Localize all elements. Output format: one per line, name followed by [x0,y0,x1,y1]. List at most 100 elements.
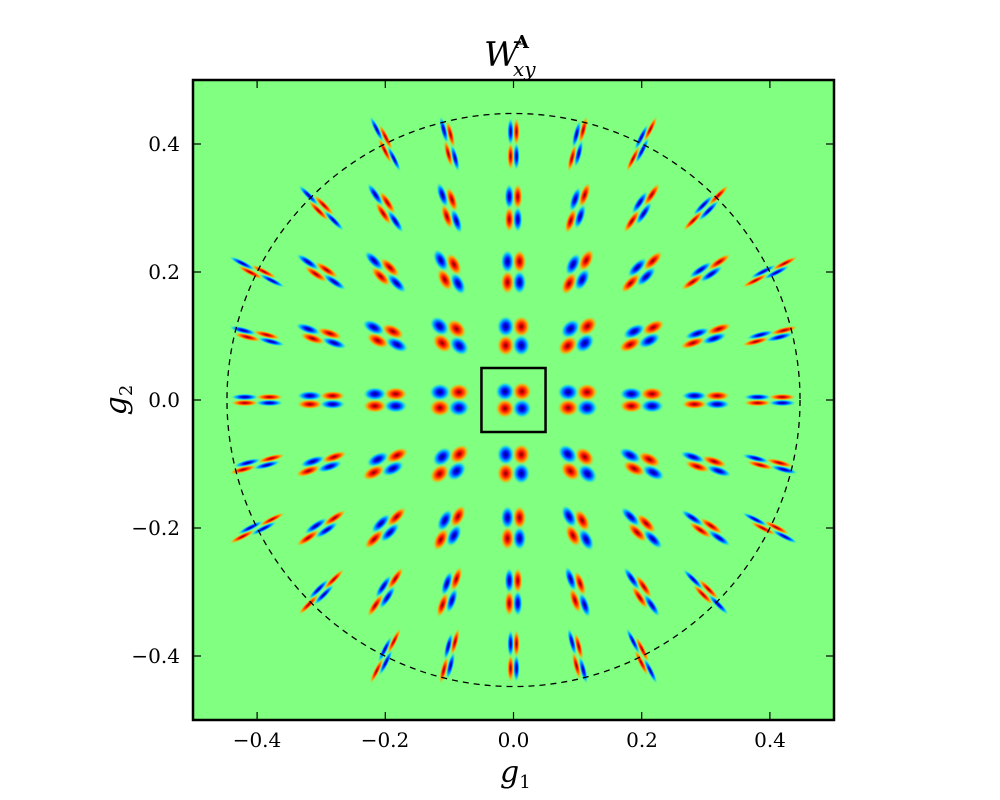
positive-lobe [769,325,799,336]
negative-lobe [449,335,470,356]
positive-lobe [258,512,286,527]
positive-lobe [440,203,454,230]
negative-lobe [622,323,646,340]
lobe-pattern [625,115,658,173]
positive-lobe [512,249,527,274]
negative-lobe [512,590,523,617]
positive-lobe [436,592,449,618]
lobe-pattern [369,627,402,685]
negative-lobe [257,336,286,347]
positive-lobe [252,330,281,340]
lobe-pattern [495,381,532,419]
negative-lobe [573,139,584,168]
lobe-pattern [625,627,658,685]
lobe-pattern [366,182,404,234]
positive-lobe [230,399,260,407]
lobe-pattern [557,383,599,417]
chart-title-subscript: xy [513,57,536,81]
lobe-pattern [428,383,470,417]
center-highlight-box [480,366,547,434]
negative-lobe [321,336,348,350]
positive-lobe [449,444,470,465]
negative-lobe [512,398,532,419]
negative-lobe [323,209,345,232]
chart-title-superscript: A [514,32,530,53]
negative-lobe [512,462,531,485]
negative-lobe [749,264,777,279]
negative-lobe [445,524,463,548]
negative-lobe [741,453,770,464]
negative-lobe [642,529,663,550]
negative-lobe [636,266,657,287]
negative-lobe [237,520,264,535]
positive-lobe [513,629,520,659]
negative-lobe [557,444,578,465]
negative-lobe [299,455,326,468]
positive-lobe [429,463,450,484]
negative-lobe [258,273,286,288]
negative-lobe [684,327,711,340]
lobe-pattern [619,386,665,414]
lobe-pattern [623,182,661,234]
positive-lobe [383,386,408,402]
negative-lobe [304,517,328,535]
positive-lobe [237,265,264,280]
negative-lobe [701,332,728,345]
lobe-pattern [362,319,409,353]
lobe-pattern [507,629,520,683]
lobe-pattern [228,325,286,347]
negative-lobe [428,383,451,402]
positive-lobe [296,529,320,547]
positive-lobe [636,513,657,534]
positive-lobe [512,443,531,466]
negative-lobe [447,398,470,417]
negative-lobe [512,334,531,357]
positive-lobe [557,335,578,356]
lobe-pattern [741,325,799,347]
negative-lobe [250,521,278,536]
positive-lobe [688,521,713,539]
negative-lobe [707,593,729,616]
lobe-pattern [496,443,531,485]
positive-lobe [386,627,402,655]
positive-lobe [314,261,339,279]
negative-lobe [496,315,515,338]
negative-lobe [429,316,450,337]
lobe-pattern [557,444,598,484]
positive-lobe [643,115,658,143]
positive-lobe [495,398,515,419]
negative-lobe [230,393,260,401]
y-axis-label: g2 [99,385,137,416]
positive-lobe [571,651,582,680]
negative-lobe [369,115,384,143]
negative-lobe [383,398,408,414]
positive-lobe [366,332,390,349]
lobe-pattern [432,248,467,296]
positive-lobe [321,450,348,464]
negative-lobe [504,183,515,210]
negative-lobe [557,383,580,402]
lobe-pattern [296,390,346,410]
positive-lobe [319,390,346,401]
lobe-pattern [496,315,531,357]
negative-lobe [682,568,704,591]
negative-lobe [620,506,641,527]
x-axis-label-sub: 1 [519,772,530,793]
positive-lobe [385,447,409,464]
positive-lobe [771,256,799,271]
negative-lobe [307,578,330,600]
y-tick-label: 0.4 [148,132,180,156]
lobe-pattern [560,248,595,296]
positive-lobe [500,270,515,295]
positive-lobe [576,383,599,402]
positive-lobe [443,139,454,168]
positive-lobe [364,529,385,550]
positive-lobe [432,333,453,354]
positive-lobe [295,464,322,478]
negative-lobe [445,651,456,680]
negative-lobe [374,574,392,599]
lobe-pattern [364,506,407,550]
lobe-pattern [680,253,731,291]
lobe-pattern [362,386,408,414]
positive-lobe [255,393,284,401]
